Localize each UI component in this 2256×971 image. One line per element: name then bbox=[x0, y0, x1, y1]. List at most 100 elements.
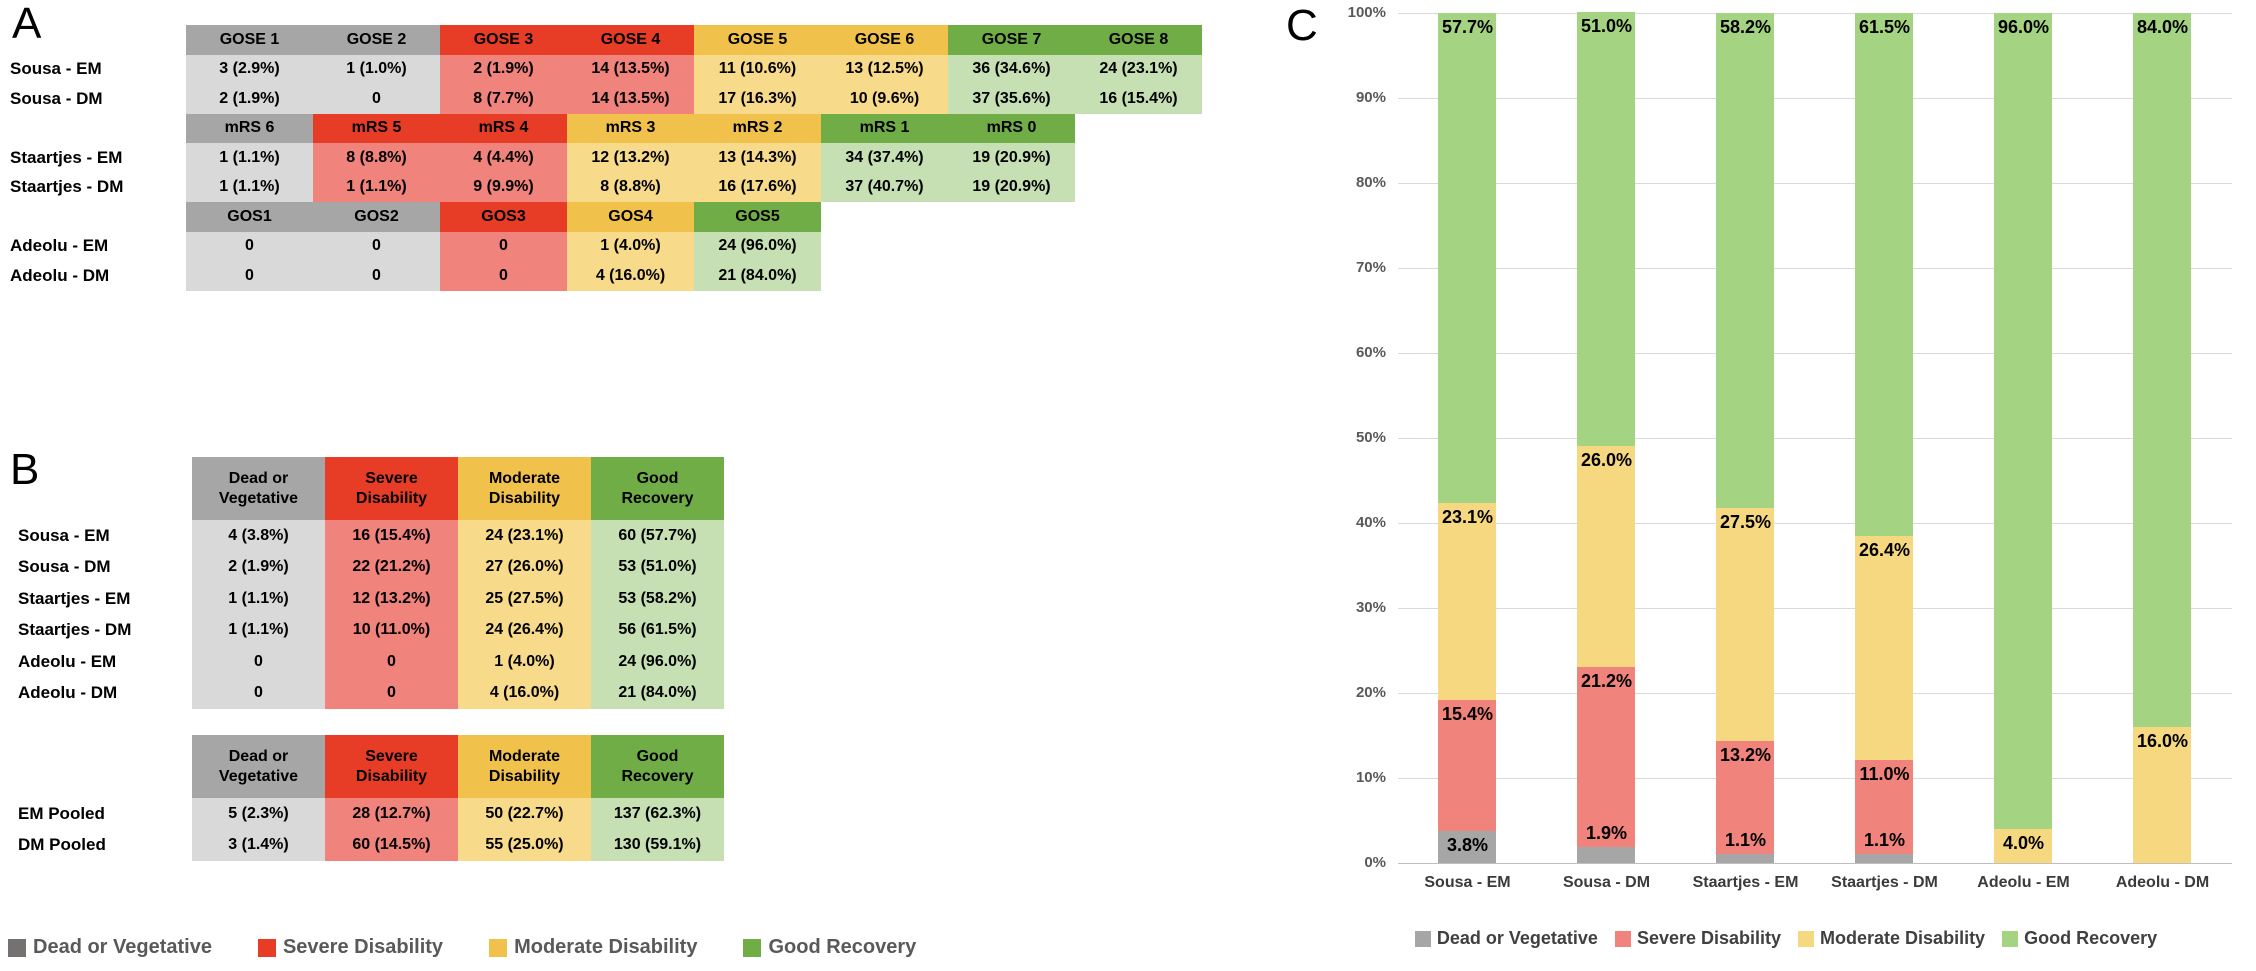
row-label: EM Pooled bbox=[18, 803, 105, 823]
row-label-spacer bbox=[10, 202, 186, 232]
bar-segment-yellow bbox=[2133, 727, 2191, 863]
table-cell: 60 (57.7%) bbox=[591, 520, 724, 552]
table-row: Staartjes - EM 1 (1.1%) 12 (13.2%) 25 (27.5… bbox=[10, 583, 724, 615]
table-cell: 0 bbox=[325, 677, 458, 709]
legend-swatch-icon bbox=[8, 938, 26, 957]
header-line: Severe bbox=[365, 747, 418, 765]
bar-column: 1.1% 11.0% 26.4% 61.5% bbox=[1815, 13, 1954, 863]
table-cell: 13 (14.3%) bbox=[694, 143, 821, 173]
y-axis-tick-label: 30% bbox=[1355, 599, 1386, 616]
header-line: Moderate bbox=[488, 747, 561, 765]
table-cell: 4 (16.0%) bbox=[567, 261, 694, 291]
table-cell: 19 (20.9%) bbox=[948, 172, 1075, 202]
column-header-cell: GOSE 1 bbox=[186, 25, 313, 55]
table-cell: 55 (25.0%) bbox=[458, 829, 591, 861]
header-line: Severe bbox=[365, 469, 418, 487]
table-cell: 4 (16.0%) bbox=[458, 677, 591, 709]
table-cell: 16 (15.4%) bbox=[325, 520, 458, 552]
bar-value-label: 1.9% bbox=[1585, 822, 1628, 843]
table-cell: 22 (21.2%) bbox=[325, 551, 458, 583]
bar-value-label: 26.4% bbox=[1858, 539, 1911, 560]
x-axis-label: Adeolu - EM bbox=[1977, 874, 2070, 891]
bar-segment-yellow bbox=[1438, 503, 1496, 700]
gridline bbox=[1398, 863, 2232, 864]
y-axis-tick-label: 40% bbox=[1355, 514, 1386, 531]
column-header-cell: Severe Disability bbox=[325, 735, 458, 798]
row-label: Sousa - DM bbox=[10, 88, 103, 108]
table-row: Sousa - EM 4 (3.8%) 16 (15.4%) 24 (23.1%) 60… bbox=[10, 520, 724, 552]
row-label: Sousa - DM bbox=[18, 557, 111, 577]
legend-swatch-icon bbox=[257, 938, 276, 957]
table-cell: 24 (26.4%) bbox=[458, 614, 591, 646]
legend-label: Dead or Vegetative bbox=[1436, 928, 1598, 948]
bar-value-label: 57.7% bbox=[1441, 17, 1494, 37]
table-cell: 24 (23.1%) bbox=[1075, 54, 1202, 84]
panel-a-label: A bbox=[12, 0, 42, 48]
table-cell: 0 bbox=[192, 677, 325, 709]
legend-item: Dead or Vegetative bbox=[8, 936, 212, 959]
table-cell: 19 (20.9%) bbox=[948, 143, 1075, 173]
bar-value-label: 1.1% bbox=[1863, 829, 1906, 850]
column-header-cell: Dead or Vegetative bbox=[192, 457, 325, 520]
x-axis-label: Staartjes - EM bbox=[1692, 874, 1799, 891]
table-header-row: GOSE 1 GOSE 2 GOSE 3 GOSE 4 GOSE 5 GOSE 6 GOSE… bbox=[10, 25, 1202, 55]
table-cell: 1 (4.0%) bbox=[458, 646, 591, 678]
bar-segment-green bbox=[2133, 13, 2191, 727]
bar-value-label: 13.2% bbox=[1719, 745, 1772, 766]
header-line: Moderate bbox=[488, 469, 561, 487]
table-cell: 37 (40.7%) bbox=[821, 172, 948, 202]
table-cell: 13 (12.5%) bbox=[821, 54, 948, 84]
bar-column: 1.9% 21.2% 26.0% 51.0% bbox=[1537, 12, 1676, 863]
header-line: Vegetative bbox=[218, 489, 299, 507]
table-row: Adeolu - DM 0 0 4 (16.0%) 21 (84.0%) bbox=[10, 677, 724, 709]
table-cell: 24 (96.0%) bbox=[591, 646, 724, 678]
bar-segment-yellow bbox=[1716, 507, 1774, 742]
table-cell: 0 bbox=[186, 231, 313, 261]
table-cell: 0 bbox=[440, 231, 567, 261]
header-line: Recovery bbox=[621, 489, 694, 507]
legend-item: Severe Disability bbox=[1614, 928, 1781, 949]
row-label-spacer bbox=[10, 114, 186, 144]
header-line: Vegetative bbox=[218, 767, 299, 785]
bar-column: 3.8% 15.4% 23.1% 57.7% bbox=[1398, 13, 1537, 863]
y-axis-tick-label: 60% bbox=[1355, 344, 1386, 361]
header-line: Disability bbox=[355, 767, 428, 785]
bar-segment-red bbox=[1438, 699, 1496, 831]
table-header-row: Dead or Vegetative Severe Disability Moderat… bbox=[10, 735, 724, 798]
column-header-cell: mRS 5 bbox=[313, 113, 440, 143]
table-cell: 21 (84.0%) bbox=[591, 677, 724, 709]
table-row: DM Pooled 3 (1.4%) 60 (14.5%) 55 (25.0%) 130… bbox=[10, 829, 724, 861]
stacked-bar bbox=[1716, 13, 1774, 863]
x-axis-label: Sousa - DM bbox=[1562, 874, 1651, 891]
table-cell: 12 (13.2%) bbox=[567, 143, 694, 173]
table-cell: 4 (3.8%) bbox=[192, 520, 325, 552]
row-label: Sousa - EM bbox=[10, 59, 102, 79]
column-header-cell: GOSE 4 bbox=[567, 25, 694, 55]
table-cell: 10 (9.6%) bbox=[821, 84, 948, 114]
panel-b-pooled-outcome-table: Dead or Vegetative Severe Disability Moderat… bbox=[10, 735, 724, 861]
table-cell: 12 (13.2%) bbox=[325, 583, 458, 615]
table-cell: 34 (37.4%) bbox=[821, 143, 948, 173]
bar-value-label: 26.0% bbox=[1580, 449, 1633, 470]
column-header-cell: mRS 2 bbox=[694, 113, 821, 143]
bar-value-label: 11.0% bbox=[1859, 764, 1910, 785]
table-cell: 0 bbox=[186, 261, 313, 291]
bar-value-label: 23.1% bbox=[1441, 507, 1494, 528]
table-row: Staartjes - EM 1 (1.1%) 8 (8.8%) 4 (4.4%) 12… bbox=[10, 143, 1202, 173]
bar-segment-green bbox=[1577, 12, 1635, 446]
header-line: Dead or bbox=[228, 469, 289, 487]
stacked-bar-chart: 3.8% 15.4% 23.1% 57.7% 1.9% 21.2% 26.0% 51.0% 1.… bbox=[1280, 0, 2256, 971]
column-header-cell: Moderate Disability bbox=[458, 735, 591, 798]
legend-item: Good Recovery bbox=[743, 936, 916, 959]
table-row: Staartjes - DM 1 (1.1%) 1 (1.1%) 9 (9.9%) 8 … bbox=[10, 172, 1202, 202]
bar-column: 4.0% 96.0% bbox=[1954, 13, 2093, 863]
table-header-row: GOS1 GOS2 GOS3 GOS4 GOS5 bbox=[10, 202, 1202, 232]
row-label: Adeolu - DM bbox=[18, 683, 118, 703]
gridline bbox=[1398, 438, 2232, 439]
table-cell: 8 (7.7%) bbox=[440, 84, 567, 114]
table-cell: 36 (34.6%) bbox=[948, 54, 1075, 84]
y-axis-tick-label: 70% bbox=[1355, 259, 1386, 276]
table-row: Staartjes - DM 1 (1.1%) 10 (11.0%) 24 (26.4… bbox=[10, 614, 724, 646]
bar-segment-gray bbox=[1716, 853, 1774, 863]
header-line: Disability bbox=[488, 767, 561, 785]
